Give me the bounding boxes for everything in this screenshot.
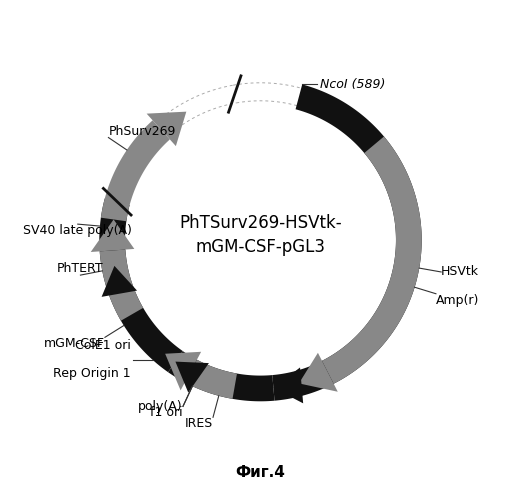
Text: NcoI (589): NcoI (589) (319, 78, 385, 91)
Text: f1 ori: f1 ori (151, 406, 183, 420)
Polygon shape (176, 362, 209, 392)
Polygon shape (168, 351, 275, 402)
Polygon shape (91, 220, 134, 252)
Polygon shape (100, 250, 143, 320)
Text: SV40 late poly(A): SV40 late poly(A) (23, 224, 132, 237)
Text: ColE1 ori: ColE1 ori (75, 340, 130, 352)
Text: Фиг.4: Фиг.4 (235, 465, 286, 480)
Polygon shape (102, 266, 137, 297)
Text: PhTERT: PhTERT (57, 262, 104, 275)
Polygon shape (146, 112, 187, 146)
Polygon shape (100, 198, 130, 268)
Polygon shape (101, 120, 170, 222)
Polygon shape (272, 84, 421, 400)
Polygon shape (185, 360, 237, 399)
Text: Amp(r): Amp(r) (436, 294, 479, 306)
Text: Rep Origin 1: Rep Origin 1 (53, 368, 130, 380)
Polygon shape (165, 352, 201, 391)
Polygon shape (102, 264, 183, 372)
Text: PhTSurv269-HSVtk-
mGM-CSF-pGL3: PhTSurv269-HSVtk- mGM-CSF-pGL3 (179, 214, 342, 256)
Text: PhSurv269: PhSurv269 (108, 124, 176, 138)
Polygon shape (299, 353, 338, 392)
Text: mGM-CSF: mGM-CSF (44, 338, 105, 350)
Polygon shape (322, 136, 421, 384)
Polygon shape (274, 368, 303, 404)
Text: IRES: IRES (185, 418, 213, 430)
Text: HSVtk: HSVtk (441, 266, 479, 278)
Text: poly(A): poly(A) (139, 400, 183, 413)
